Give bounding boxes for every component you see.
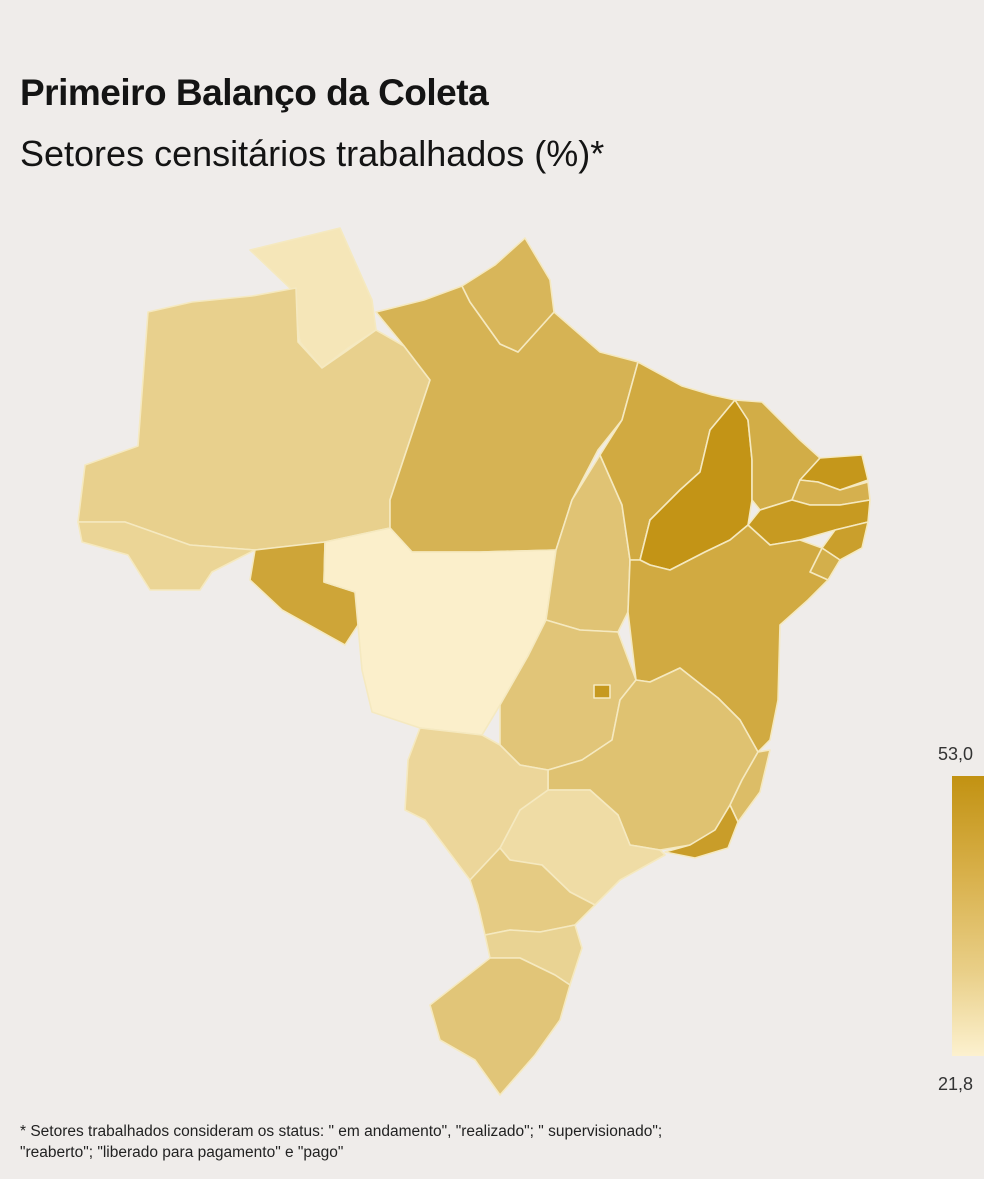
- state-AL: [821, 521, 869, 561]
- state-RS: [429, 957, 571, 1096]
- legend-max-label: 53,0: [938, 744, 974, 764]
- map-subtitle: Setores censitários trabalhados (%)*: [20, 133, 605, 174]
- footnote-line-2: "reaberto"; "liberado para pagamento" e …: [20, 1144, 344, 1161]
- state-MS: [404, 727, 549, 881]
- map-title: Primeiro Balanço da Coleta: [20, 72, 489, 113]
- footnote: * Setores trabalhados consideram os stat…: [20, 1121, 800, 1163]
- state-DF: [593, 684, 611, 699]
- legend-min-label: 21,8: [938, 1074, 974, 1094]
- legend-color-scale: [952, 776, 984, 1056]
- state-AM: [77, 287, 431, 551]
- state-AC: [77, 521, 256, 591]
- state-AP: [461, 237, 555, 353]
- state-RJ: [664, 804, 739, 859]
- footnote-line-1: * Setores trabalhados consideram os stat…: [20, 1123, 663, 1140]
